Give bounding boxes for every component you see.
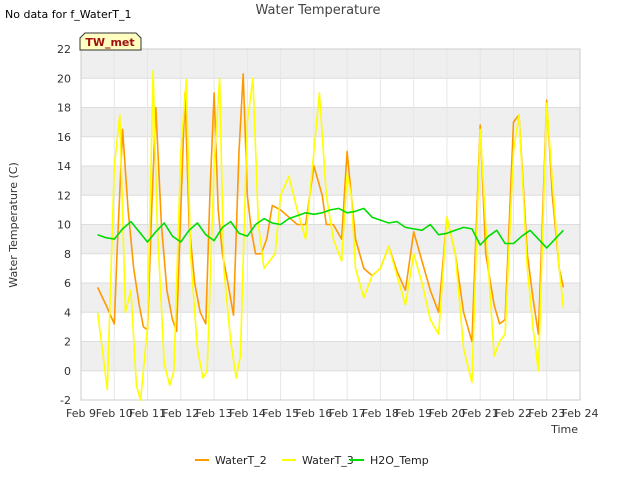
y-tick-label: 18 (57, 102, 71, 115)
series-lines (96, 70, 565, 401)
y-tick-label: 16 (57, 131, 71, 144)
chart-title: Water Temperature (256, 3, 381, 18)
series-line-h2o_temp (97, 207, 564, 249)
y-tick-label: 20 (57, 72, 71, 85)
legend-item-h2o_temp: H2O_Temp (350, 454, 429, 467)
x-tick-label: Feb 13 (196, 407, 233, 420)
grid-band (81, 341, 580, 371)
x-tick-label: Feb 19 (395, 407, 432, 420)
y-axis: -2 0 2 4 6 8 10 12 14 16 18 20 22 (57, 43, 71, 407)
site-tag-box (79, 32, 142, 51)
x-tick-label: Feb 23 (528, 407, 565, 420)
plot-frame (80, 48, 581, 401)
x-tick-label: Feb 18 (362, 407, 399, 420)
y-tick-label: 8 (64, 248, 71, 261)
legend-label: WaterT_3 (302, 454, 354, 467)
x-tick-label: Feb 17 (329, 407, 366, 420)
x-tick-label: Feb 11 (129, 407, 166, 420)
x-axis-label: Time (550, 423, 578, 436)
y-tick-label: 6 (64, 277, 71, 290)
y-tick-label: 22 (57, 43, 71, 56)
x-tick-label: Feb 10 (96, 407, 133, 420)
x-tick-label: Feb 15 (262, 407, 299, 420)
legend: WaterT_2 WaterT_3 H2O_Temp (195, 454, 429, 467)
series-line-watert_3 (96, 70, 565, 401)
no-data-note: No data for f_WaterT_1 (5, 8, 131, 21)
x-tick-label: Feb 22 (495, 407, 532, 420)
y-tick-label: 12 (57, 189, 71, 202)
legend-label: H2O_Temp (370, 454, 429, 467)
y-tick-label: 0 (64, 365, 71, 378)
y-axis-label: Water Temperature (C) (7, 162, 20, 287)
x-tick-label: Feb 12 (162, 407, 199, 420)
grid-band (81, 107, 580, 137)
x-tick-label: Feb 24 (562, 407, 599, 420)
legend-item-watert_2: WaterT_2 (195, 454, 267, 467)
grid-band (81, 166, 580, 196)
y-tick-label: 4 (64, 306, 71, 319)
legend-item-watert_3: WaterT_3 (282, 454, 354, 467)
x-tick-label: Feb 14 (229, 407, 266, 420)
site-tag-label: TW_met (85, 36, 134, 49)
y-tick-label: 10 (57, 219, 71, 232)
site-tag: TW_met (79, 32, 142, 51)
x-tick-label: Feb 20 (428, 407, 465, 420)
x-tick-label: Feb 16 (295, 407, 332, 420)
y-tick-label: -2 (60, 394, 71, 407)
grid-band (81, 224, 580, 254)
y-tick-label: 14 (57, 160, 71, 173)
y-tick-label: 2 (64, 336, 71, 349)
x-tick-label: Feb 21 (462, 407, 499, 420)
grid-band (81, 49, 580, 79)
grid-band (81, 283, 580, 313)
legend-label: WaterT_2 (215, 454, 267, 467)
x-tick-label: Feb 9 (66, 407, 96, 420)
